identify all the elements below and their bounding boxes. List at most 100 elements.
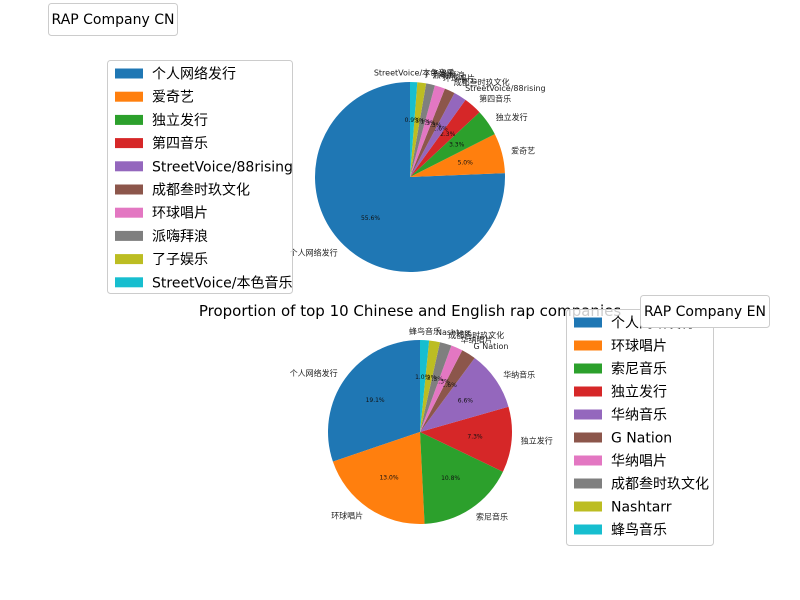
legend-swatch-en-4 xyxy=(574,409,602,420)
pie-slice-en-8 xyxy=(420,340,440,432)
legend-label-cn-0: 个人网络发行 xyxy=(152,67,236,83)
pie-slice-cn-9 xyxy=(410,81,418,177)
legend-swatch-en-8 xyxy=(574,501,602,512)
legend-swatch-cn-8 xyxy=(115,254,143,265)
pct-label-cn-2: 3.3% xyxy=(449,141,465,148)
slice-label-en-0: 个人网络发行 xyxy=(290,368,338,378)
slice-label-cn-3: 第四音乐 xyxy=(479,94,511,104)
legend-swatch-en-2 xyxy=(574,363,602,374)
pct-label-cn-5: 1.3% xyxy=(426,122,442,129)
legend-swatch-cn-0 xyxy=(115,68,143,79)
slice-label-cn-8: 了子娱乐 xyxy=(423,68,455,78)
legend-swatch-cn-7 xyxy=(115,230,143,241)
pct-label-cn-0: 55.6% xyxy=(361,215,380,222)
legend-swatch-en-1 xyxy=(574,340,602,351)
pct-label-cn-3: 2.3% xyxy=(440,131,456,138)
slice-label-cn-6: 环球唱片 xyxy=(443,73,475,83)
legend-label-en-2: 索尼音乐 xyxy=(611,361,667,378)
slice-label-en-4: 华纳音乐 xyxy=(503,369,535,379)
legend-label-en-5: G Nation xyxy=(611,431,672,447)
pct-label-en-0: 19.1% xyxy=(366,397,385,404)
pct-label-en-2: 10.8% xyxy=(441,475,460,482)
pie-slice-en-6 xyxy=(420,345,463,432)
slice-label-en-2: 索尼音乐 xyxy=(476,511,508,521)
legend-label-en-4: 华纳音乐 xyxy=(611,407,667,424)
pct-label-cn-8: 1.1% xyxy=(409,117,425,124)
pie-slice-cn-4 xyxy=(410,93,466,177)
pct-label-cn-6: 1.3% xyxy=(420,120,436,127)
pct-label-cn-7: 1.1% xyxy=(415,118,431,125)
pie-slice-en-7 xyxy=(420,342,452,432)
pct-label-cn-4: 1.6% xyxy=(432,126,448,133)
legend-en: 个人网络发行环球唱片索尼音乐独立发行华纳音乐G Nation华纳唱片成都叁时玖文… xyxy=(566,309,714,546)
legend-swatch-en-7 xyxy=(574,478,602,489)
legend-frame-cn xyxy=(107,60,293,294)
pct-label-en-6: 1.3% xyxy=(434,378,450,385)
legend-title-box-en: RAP Company EN xyxy=(640,295,770,328)
legend-swatch-cn-1 xyxy=(115,91,143,102)
pie-slice-en-4 xyxy=(420,358,509,432)
legend-label-en-3: 独立发行 xyxy=(611,385,667,401)
pct-label-en-8: 1.2% xyxy=(421,375,437,382)
pie-slice-en-1 xyxy=(332,432,425,525)
pct-label-en-5: 1.6% xyxy=(442,382,458,389)
pct-label-en-4: 6.6% xyxy=(458,398,474,405)
pie-slice-cn-3 xyxy=(410,99,480,177)
legend-swatch-en-9 xyxy=(574,524,602,535)
pie-slice-cn-5 xyxy=(410,88,455,177)
pct-label-cn-9: 0.9% xyxy=(405,117,421,124)
legend-label-cn-8: 了子娱乐 xyxy=(152,252,208,268)
pct-label-en-7: 1.3% xyxy=(428,376,444,383)
legend-swatch-en-6 xyxy=(574,455,602,466)
legend-label-cn-5: 成都叁时玖文化 xyxy=(152,182,250,199)
pct-label-cn-1: 5.0% xyxy=(458,160,474,167)
legend-label-cn-9: StreetVoice/本色音乐 xyxy=(152,274,293,291)
pct-label-en-3: 7.3% xyxy=(467,434,483,441)
slice-label-cn-4: StreetVoice/88rising xyxy=(465,84,546,93)
legend-label-cn-4: StreetVoice/88rising xyxy=(152,159,293,175)
legend-swatch-cn-4 xyxy=(115,161,143,172)
slice-label-en-8: Nashtarr xyxy=(436,328,471,337)
legend-label-en-9: 蜂鸟音乐 xyxy=(611,522,667,539)
slice-label-cn-2: 独立发行 xyxy=(496,112,528,122)
pie-slice-en-0 xyxy=(328,340,420,462)
pie-slice-cn-7 xyxy=(410,83,435,177)
pie-slice-en-9 xyxy=(420,340,430,432)
slice-label-cn-9: StreetVoice/本色音乐 xyxy=(374,68,454,78)
pie-chart-cn: 55.6% 个人网络发行 5.0% 爱奇艺 3.3% 独立发行 2.3% 第四音乐 1.6% St… xyxy=(290,68,546,272)
pie-slice-en-2 xyxy=(420,432,503,524)
legend-swatch-en-5 xyxy=(574,432,602,443)
legend-label-cn-6: 环球唱片 xyxy=(152,206,208,222)
slice-label-en-5: G Nation xyxy=(474,342,509,351)
pie-slice-cn-6 xyxy=(410,85,445,177)
legend-label-cn-7: 派嗨拜浪 xyxy=(152,229,208,245)
legend-swatch-cn-9 xyxy=(115,277,143,288)
legend-label-cn-1: 爱奇艺 xyxy=(152,89,194,106)
legend-label-cn-3: 第四音乐 xyxy=(152,135,208,152)
pie-slice-cn-0 xyxy=(314,82,505,272)
legend-label-en-1: 环球唱片 xyxy=(611,339,667,355)
legend-label-en-7: 成都叁时玖文化 xyxy=(611,476,709,493)
legend-swatch-cn-2 xyxy=(115,114,143,125)
pie-slice-en-3 xyxy=(420,406,513,472)
slice-label-en-1: 环球唱片 xyxy=(331,511,363,521)
slice-label-cn-5: 成都叁时玖文化 xyxy=(454,77,510,87)
slice-label-en-6: 华纳唱片 xyxy=(461,334,493,344)
pie-slice-cn-8 xyxy=(410,82,427,177)
pie-slice-en-5 xyxy=(420,350,475,432)
slice-label-en-9: 蜂鸟音乐 xyxy=(409,326,441,336)
legend-title-box-cn: RAP Company CN xyxy=(48,3,178,36)
slice-label-en-7: 成都叁时玖文化 xyxy=(448,330,504,340)
pie-chart-en: 19.1% 个人网络发行 13.0% 环球唱片 10.8% 索尼音乐 7.3% 独立发行 6.6… xyxy=(290,326,553,525)
legend-swatch-en-3 xyxy=(574,386,602,397)
slice-label-cn-0: 个人网络发行 xyxy=(290,247,338,257)
legend-title-cn: RAP Company CN xyxy=(52,12,175,28)
pie-slice-cn-2 xyxy=(410,112,495,177)
legend-swatch-en-0 xyxy=(574,317,602,328)
legend-title-en: RAP Company EN xyxy=(644,304,766,320)
legend-label-cn-2: 独立发行 xyxy=(152,113,208,129)
slice-label-cn-1: 爱奇艺 xyxy=(511,146,535,156)
legend-label-en-8: Nashtarr xyxy=(611,500,672,516)
